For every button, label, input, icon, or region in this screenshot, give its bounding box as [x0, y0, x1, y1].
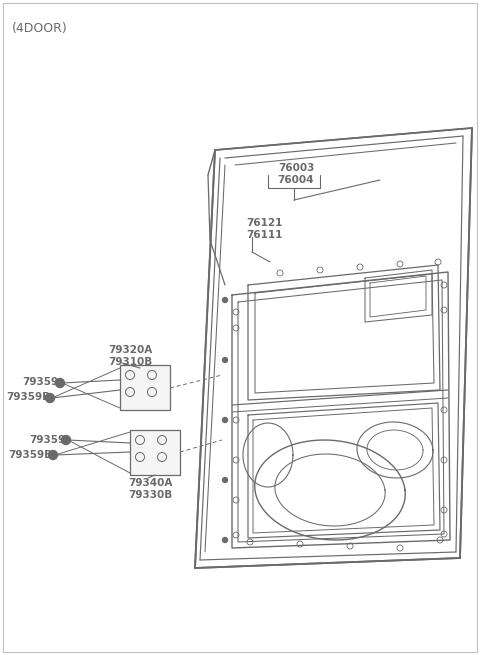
Circle shape [56, 379, 64, 388]
Text: 79320A
79310B: 79320A 79310B [108, 345, 152, 367]
Circle shape [46, 394, 55, 403]
Bar [120, 365, 170, 410]
Circle shape [223, 538, 228, 542]
Circle shape [61, 436, 71, 445]
Text: 76121
76111: 76121 76111 [246, 218, 282, 240]
Circle shape [223, 417, 228, 422]
Text: 79359B: 79359B [8, 450, 52, 460]
Text: 79359: 79359 [29, 435, 65, 445]
Circle shape [223, 358, 228, 362]
Text: 79359: 79359 [22, 377, 58, 387]
Circle shape [223, 297, 228, 303]
Bar [130, 430, 180, 475]
Circle shape [223, 477, 228, 483]
Text: 76003
76004: 76003 76004 [278, 163, 314, 185]
Text: (4DOOR): (4DOOR) [12, 22, 68, 35]
FancyArrow shape [54, 381, 62, 386]
Text: 79340A
79330B: 79340A 79330B [128, 478, 172, 500]
Text: 79359B: 79359B [6, 392, 50, 402]
Circle shape [48, 451, 58, 460]
